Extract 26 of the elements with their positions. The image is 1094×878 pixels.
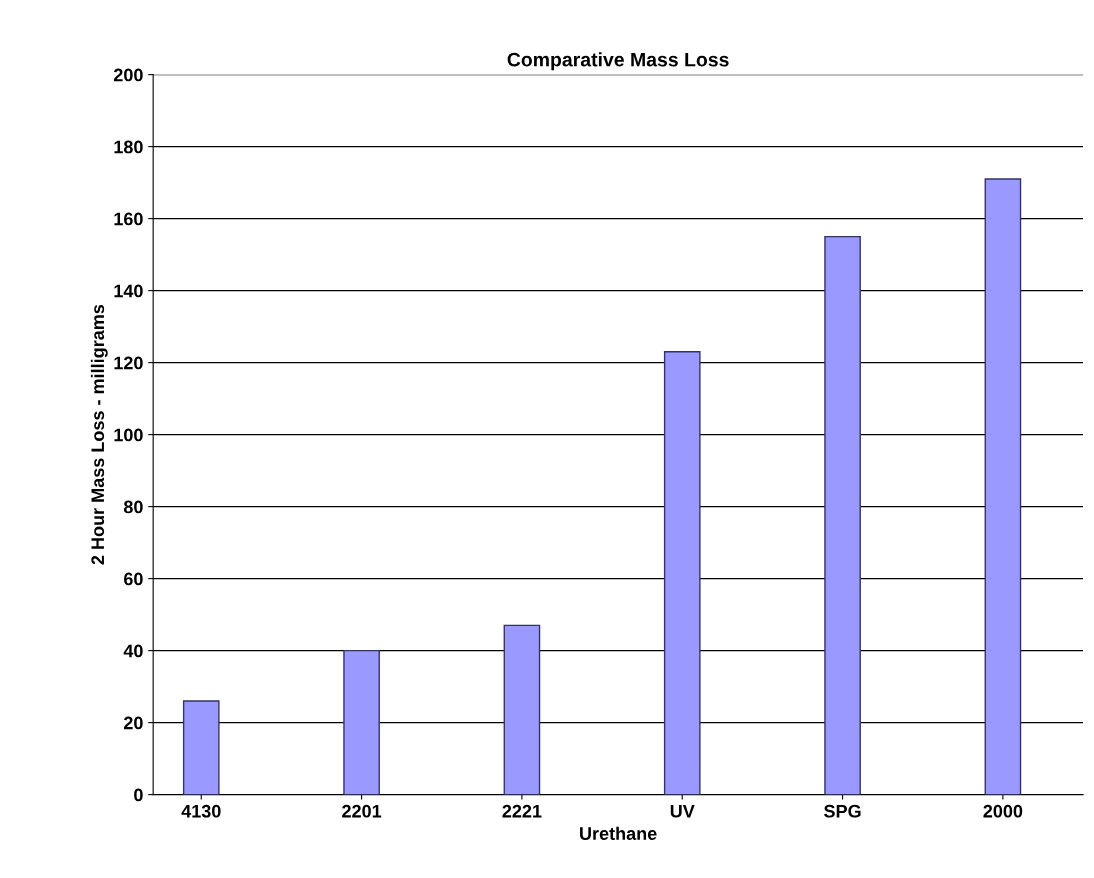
y-tick-label: 180 [114,140,143,154]
x-tick-label: 2201 [342,804,382,818]
bar [824,235,861,795]
y-tick-label: 100 [114,428,143,442]
x-tick-label: SPG [824,804,861,818]
y-tick-label: 200 [113,68,143,82]
y-tick-label: 60 [124,572,143,586]
y-tick-label: 20 [123,716,143,730]
chart-title: Comparative Mass Loss [507,52,729,71]
bar [182,700,220,795]
y-tick-label: 80 [123,500,143,514]
x-tick-label: 2221 [502,804,542,818]
bar [343,649,380,795]
bar [503,624,541,795]
bar [984,178,1022,795]
y-tick-label: 120 [114,356,143,370]
y-tick-label: 40 [123,644,143,658]
bar [663,351,701,795]
y-tick-label: 140 [114,284,143,298]
x-tick-label: 2000 [983,804,1023,818]
y-tick-label: 0 [134,788,143,802]
y-axis-title: 2 Hour Mass Loss - milligrams [90,304,108,565]
y-tick-label: 160 [114,212,143,226]
x-tick-label: UV [670,804,695,818]
x-tick-label: 4130 [181,804,221,818]
x-axis-title: Urethane [580,826,657,840]
